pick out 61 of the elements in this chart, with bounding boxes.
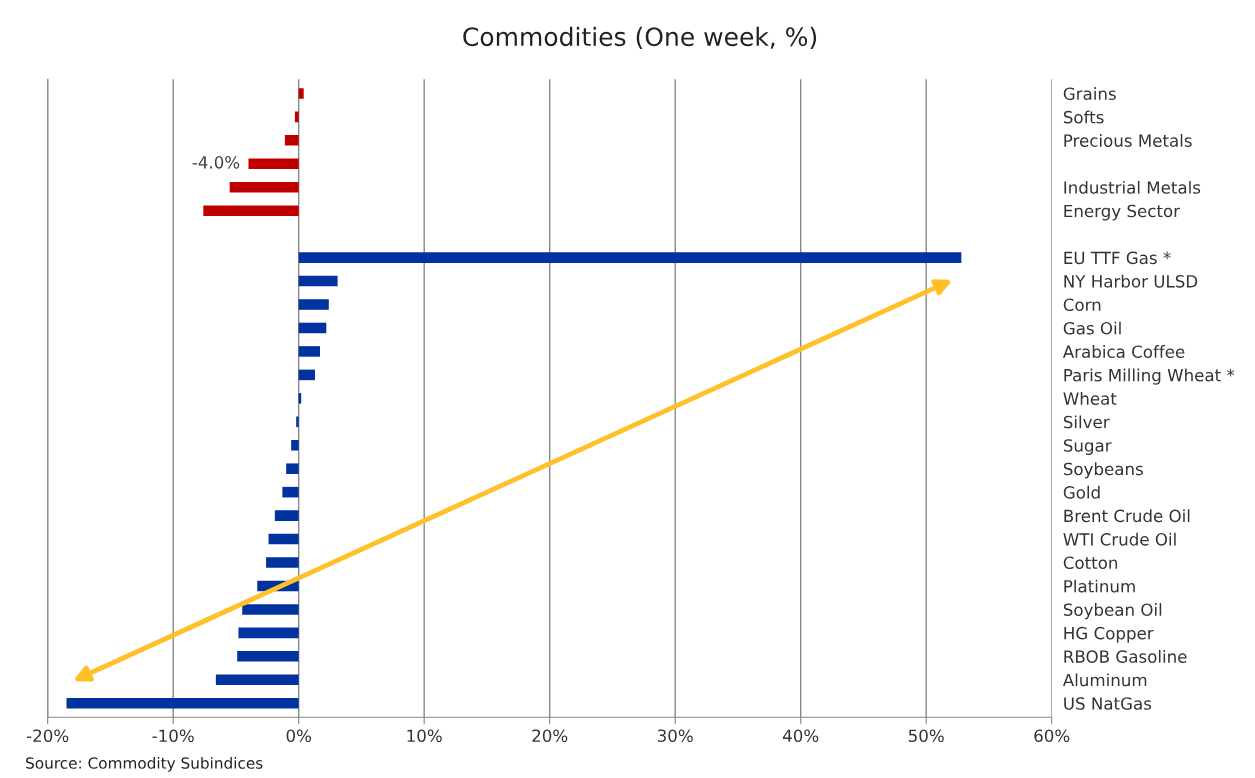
bar (298, 252, 962, 263)
x-tick-label: 10% (407, 729, 442, 743)
y-tick-label: Soybeans (1063, 462, 1143, 479)
bar (274, 510, 299, 521)
x-tick-label: 0% (286, 729, 311, 743)
y-tick-label: Sugar (1063, 439, 1112, 456)
bar (229, 181, 299, 193)
bar (66, 697, 299, 709)
x-tick-label: 40% (782, 729, 819, 743)
y-tick-label: Gold (1063, 485, 1100, 499)
bar (248, 158, 299, 170)
bar (286, 463, 299, 474)
bar (298, 369, 316, 381)
source-note: Source: Commodity Subindices (26, 756, 263, 772)
x-tick-label: 20% (532, 729, 568, 743)
bar (242, 604, 299, 615)
chart-title: Commodities (One week, %) (463, 26, 817, 50)
x-tick-label: 50% (908, 729, 944, 743)
bar (298, 322, 327, 334)
bar (298, 346, 321, 357)
x-tick-label: -10% (152, 729, 194, 743)
y-tick-label: Cotton (1063, 556, 1118, 570)
bar (284, 135, 299, 146)
y-tick-label: Grains (1063, 87, 1116, 100)
y-tick-label: Energy Sector (1064, 204, 1181, 221)
bar (298, 275, 338, 287)
y-tick-label: US NatGas (1064, 697, 1152, 710)
x-tick-label: 30% (657, 729, 693, 743)
bar (296, 416, 299, 428)
bar (238, 627, 299, 639)
y-tick-label: Precious Metals (1064, 134, 1192, 147)
y-tick-label: Paris Milling Wheat * (1064, 368, 1235, 385)
bar (282, 486, 299, 498)
bar (298, 299, 329, 310)
bar (237, 651, 299, 662)
y-tick-label: Wheat (1063, 392, 1117, 405)
bar (298, 88, 304, 99)
x-tick-label: 60% (1034, 729, 1070, 743)
y-tick-label: Platinum (1064, 579, 1135, 593)
bar (215, 674, 299, 686)
y-tick-label: Arabica Coffee (1062, 345, 1185, 358)
y-tick-label: Softs (1063, 110, 1104, 124)
y-tick-label: WTI Crude Oil (1063, 532, 1176, 546)
y-tick-label: Corn (1063, 298, 1101, 312)
y-tick-label: EU TTF Gas * (1064, 251, 1171, 265)
y-tick-label: Industrial Metals (1064, 180, 1201, 194)
bar (294, 111, 299, 123)
y-tick-label: Brent Crude Oil (1064, 509, 1190, 523)
y-tick-label: RBOB Gasoline (1064, 650, 1187, 663)
y-tick-label: Aluminum (1062, 673, 1147, 687)
bar (266, 557, 299, 568)
y-tick-label: HG Copper (1064, 626, 1154, 643)
y-tick-label: Soybean Oil (1063, 603, 1162, 620)
y-tick-label: Gas Oil (1063, 321, 1121, 335)
bar (203, 205, 299, 216)
bar (291, 439, 299, 451)
bar (268, 533, 299, 545)
y-tick-label: Silver (1063, 415, 1110, 429)
data-label: -4.0% (192, 156, 240, 169)
x-tick-label: -20% (26, 729, 69, 743)
y-tick-label: NY Harbor ULSD (1064, 274, 1198, 288)
